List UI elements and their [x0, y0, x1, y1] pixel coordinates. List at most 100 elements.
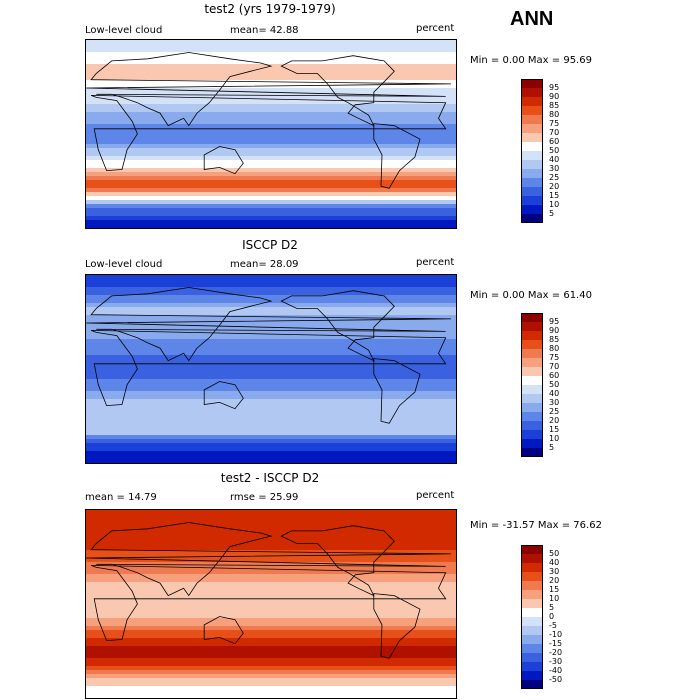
colorbar-swatch [521, 626, 543, 636]
colorbar-tick-label: 60 [549, 137, 560, 146]
map-zonal-band [86, 542, 456, 547]
colorbar-tick-label: 15 [549, 191, 560, 200]
map-zonal-band [86, 52, 456, 57]
map-zonal-band [86, 387, 456, 392]
map-zonal-band [86, 447, 456, 452]
map-zonal-band [86, 108, 456, 113]
map-zonal-band [86, 666, 456, 671]
colorbar-tick-label: 15 [549, 585, 560, 594]
panel1-minmax: Min = 0.00 Max = 95.69 [470, 55, 592, 66]
continent-outline [86, 522, 451, 597]
colorbar-frame [521, 79, 543, 223]
map-zonal-band [86, 598, 456, 603]
map-zonal-band [86, 220, 456, 225]
map-zonal-band [86, 439, 456, 444]
map-zonal-band [86, 363, 456, 368]
panel2-map [85, 274, 457, 464]
map-zonal-band [86, 419, 456, 424]
map-zonal-band [86, 371, 456, 376]
colorbar-tick-label: 90 [549, 326, 560, 335]
map-zonal-band [86, 662, 456, 667]
colorbar-tick-label: 30 [549, 164, 560, 173]
map-zonal-band [86, 335, 456, 340]
map-zonal-band [86, 590, 456, 595]
colorbar-tick-label: -15 [549, 639, 563, 648]
colorbar-tick-label: 70 [549, 362, 560, 371]
continent-outline [373, 123, 421, 189]
colorbar-tick-label: 5 [549, 443, 555, 452]
map-zonal-band [86, 602, 456, 607]
colorbar-tick-label: 0 [549, 612, 555, 621]
colorbar-swatch [521, 358, 543, 368]
continent-outline [86, 52, 451, 127]
map-zonal-band [86, 606, 456, 611]
map-zonal-band [86, 522, 456, 527]
map-zonal-band [86, 415, 456, 420]
colorbar-tick-label: 80 [549, 110, 560, 119]
colorbar-swatch [521, 196, 543, 206]
colorbar-tick-label: 40 [549, 389, 560, 398]
map-zonal-band [86, 518, 456, 523]
colorbar-swatch [521, 88, 543, 98]
colorbar-tick-label: 5 [549, 209, 555, 218]
colorbar-swatch [521, 617, 543, 627]
map-zonal-band [86, 626, 456, 631]
colorbar-swatch [521, 599, 543, 609]
panel3-title: test2 - ISCCP D2 [220, 471, 320, 485]
map-zonal-band [86, 168, 456, 173]
colorbar-tick-label: 75 [549, 353, 560, 362]
colorbar-swatch [521, 644, 543, 654]
colorbar-swatch [521, 412, 543, 422]
map-zonal-band [86, 670, 456, 675]
map-zonal-band [86, 212, 456, 217]
colorbar-tick-label: 50 [549, 549, 560, 558]
colorbar-tick-label: 25 [549, 407, 560, 416]
colorbar-tick-label: 5 [549, 603, 555, 612]
panel3-map [85, 509, 457, 699]
map-zonal-band [86, 68, 456, 73]
map-zonal-band [86, 192, 456, 197]
map-zonal-band [86, 176, 456, 181]
colorbar-tick-label: 90 [549, 92, 560, 101]
panel2-map-plot [86, 275, 456, 463]
map-zonal-band [86, 427, 456, 432]
colorbar-tick-label: 10 [549, 200, 560, 209]
map-zonal-band [86, 76, 456, 81]
map-zonal-band [86, 610, 456, 615]
panel3-rmse-label: rmse = 25.99 [230, 492, 299, 503]
panel1-map-plot [86, 40, 456, 228]
map-zonal-band [86, 403, 456, 408]
map-zonal-band [86, 650, 456, 655]
map-zonal-band [86, 112, 456, 117]
map-zonal-band [86, 351, 456, 356]
colorbar-tick-label: 30 [549, 567, 560, 576]
map-zonal-band [86, 184, 456, 189]
colorbar-tick-label: 25 [549, 173, 560, 182]
map-zonal-band [86, 80, 456, 85]
map-zonal-band [86, 132, 456, 137]
colorbar-svg [521, 313, 543, 458]
panel3-map-plot [86, 510, 456, 698]
map-zonal-band [86, 188, 456, 193]
colorbar-swatch [521, 178, 543, 188]
map-zonal-band [86, 315, 456, 320]
map-zonal-band [86, 72, 456, 77]
colorbar-tick-label: 95 [549, 317, 560, 326]
colorbar-swatch [521, 448, 543, 458]
map-zonal-band [86, 594, 456, 599]
panel1-mean-label: mean= 42.88 [230, 25, 299, 36]
colorbar-swatch [521, 349, 543, 359]
map-zonal-band [86, 642, 456, 647]
map-zonal-band [86, 618, 456, 623]
colorbar-swatch [521, 313, 543, 323]
colorbar-svg [521, 79, 543, 224]
colorbar-tick-label: 40 [549, 155, 560, 164]
map-zonal-band [86, 160, 456, 165]
continent-outline [280, 290, 395, 362]
map-zonal-band [86, 622, 456, 627]
map-zonal-band [86, 391, 456, 396]
map-zonal-band [86, 526, 456, 531]
map-zonal-band [86, 128, 456, 133]
map-zonal-band [86, 100, 456, 105]
map-zonal-band [86, 327, 456, 332]
